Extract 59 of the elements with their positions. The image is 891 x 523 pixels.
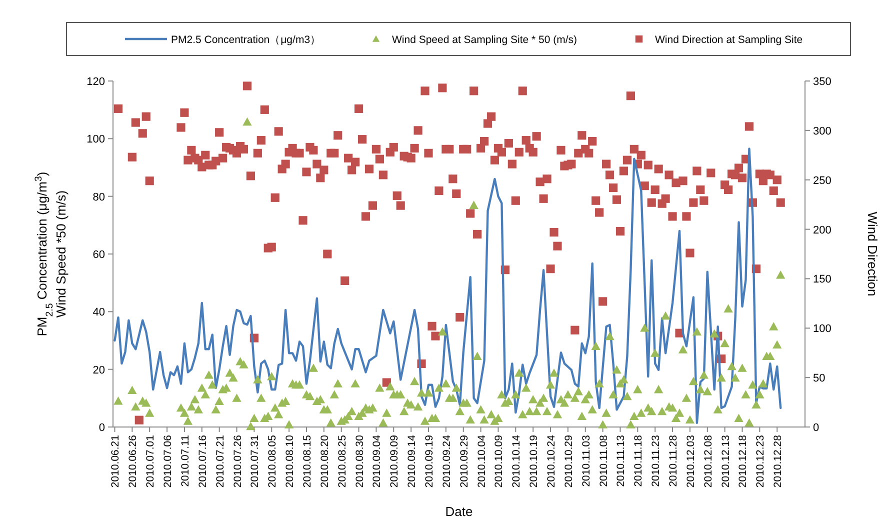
x-tick-label: 2010.12.28 [772,434,784,488]
x-axis-title: Date [445,504,473,519]
x-tick-label: 2010.10.09 [493,434,506,488]
y2-tick-label: 300 [813,125,832,138]
x-tick-label: 2010.09.14 [406,434,418,488]
x-tick-label: 2010.08.15 [301,434,314,488]
y2-tick-label: 50 [813,372,826,385]
x-tick-label: 2010.08.05 [266,434,279,488]
x-tick-label: 2010.10.29 [562,434,575,488]
legend-label: PM2.5 Concentration（μg/m3） [171,34,322,46]
x-tick-label: 2010.11.23 [650,434,662,487]
x-tick-label: 2010.12.23 [754,434,767,488]
y-tick-label: 40 [92,306,105,319]
legend-label: Wind Direction at Sampling Site [655,34,803,46]
x-tick-label: 2010.10.24 [546,434,558,488]
x-tick-label: 2010.07.31 [249,434,262,488]
x-tick-label: 2010.12.08 [702,434,714,488]
x-tick-label: 2010.11.28 [668,434,680,487]
y-tick-label: 0 [98,422,105,434]
x-tick-label: 2010.11.03 [580,434,592,487]
y-tick-label: 100 [86,134,105,146]
x-tick-label: 2010.08.10 [284,434,296,488]
y-tick-label: 60 [92,249,105,261]
y-tick-label: 20 [92,364,105,376]
x-tick-label: 2010.12.13 [720,434,732,488]
x-tick-label: 2010.07.26 [232,434,244,488]
y2-tick-label: 0 [813,422,820,434]
x-tick-label: 2010.09.19 [423,434,436,488]
x-tick-label: 2010.09.04 [371,434,384,488]
x-tick-label: 2010.08.25 [336,434,348,488]
x-tick-label: 2010.09.24 [440,434,453,488]
x-tick-label: 2010.10.14 [510,434,523,488]
x-tick-label: 2010.09.29 [458,434,470,488]
x-tick-label: 2010.12.03 [684,434,697,488]
x-tick-label: 2010.11.08 [598,434,610,487]
x-tick-label: 2010.08.30 [354,434,366,488]
x-tick-label: 2010.10.04 [476,434,488,488]
y-tick-label: 120 [86,76,105,88]
y2-axis-title: Wind Direction [865,212,880,296]
y-tick-label: 80 [92,191,105,204]
y2-tick-label: 350 [813,76,832,88]
legend-label: Wind Speed at Sampling Site * 50 (m/s) [392,34,578,46]
x-tick-label: 2010.10.19 [528,434,540,488]
y2-tick-label: 150 [813,274,832,286]
x-tick-label: 2010.11.13 [615,434,628,487]
x-tick-label: 2010.07.01 [144,434,157,488]
x-tick-label: 2010.11.18 [632,434,645,487]
x-tick-label: 2010.08.20 [318,434,331,488]
y2-tick-label: 250 [813,174,832,187]
x-tick-label: 2010.06.21 [110,434,122,488]
y2-tick-label: 100 [813,323,832,336]
x-tick-label: 2010.07.11 [179,434,192,487]
x-tick-label: 2010.07.06 [162,434,174,488]
x-tick-label: 2010.06.26 [127,434,140,488]
x-tick-label: 2010.12.18 [737,434,750,488]
x-tick-label: 2010.09.09 [388,434,401,488]
x-tick-label: 2010.07.21 [214,434,226,488]
x-tick-label: 2010.07.16 [196,434,209,488]
y2-tick-label: 200 [813,224,832,236]
